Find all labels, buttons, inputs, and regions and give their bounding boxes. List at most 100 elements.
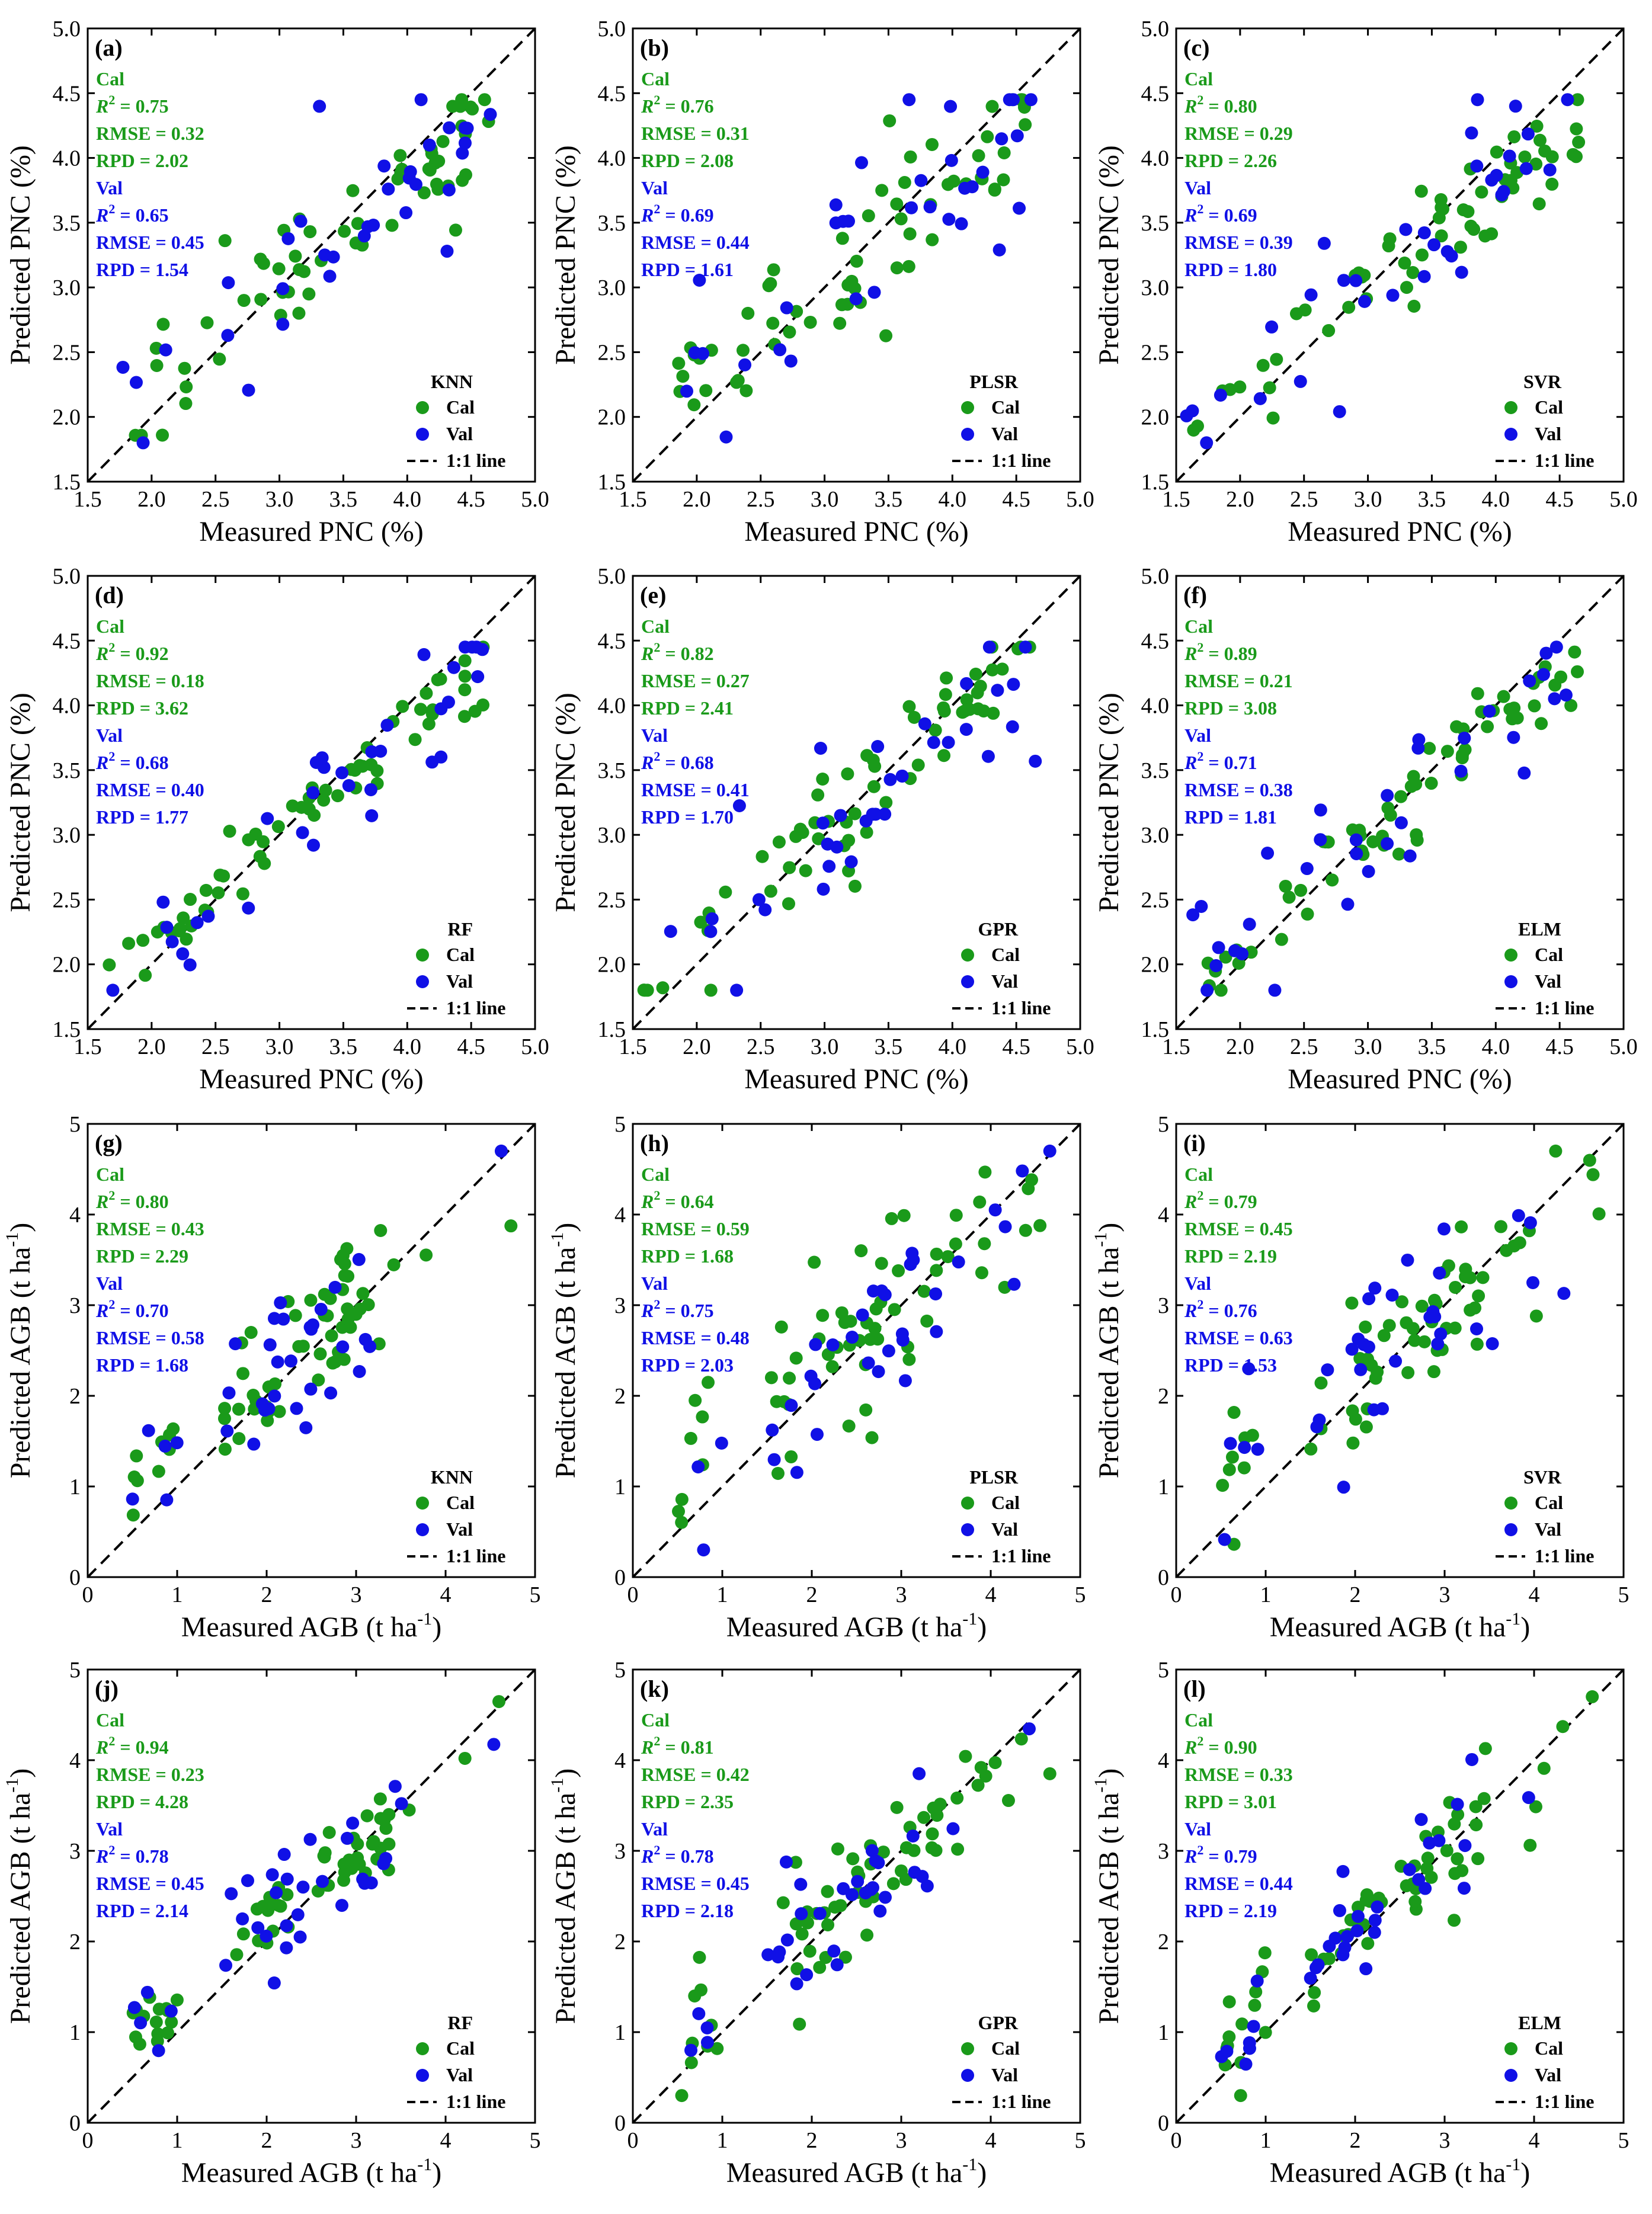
one-to-one-line — [632, 575, 1081, 1030]
x-tick-label: 4.5 — [1002, 1034, 1030, 1059]
cal-point — [1307, 1999, 1321, 2013]
cal-rmse: RMSE = 0.59 — [641, 1218, 750, 1239]
val-point — [867, 286, 881, 299]
val-point — [380, 719, 394, 732]
cal-point — [1523, 1838, 1537, 1852]
cal-point — [825, 1360, 839, 1373]
cal-point — [937, 704, 951, 718]
cal-point — [1440, 745, 1454, 758]
cal-point — [1022, 1182, 1035, 1196]
model-label: ELM — [1518, 918, 1561, 940]
val-point — [277, 1848, 291, 1861]
cal-point — [367, 1835, 380, 1848]
cal-point — [1545, 177, 1559, 191]
val-point — [730, 983, 744, 997]
y-tick-label: 5 — [69, 1658, 81, 1683]
x-tick-label: 5.0 — [1609, 1034, 1638, 1059]
legend-val-label: Val — [446, 2064, 473, 2085]
cal-point — [1537, 1761, 1551, 1775]
cal-point — [1535, 717, 1548, 730]
cal-point — [782, 897, 795, 911]
val-point — [834, 809, 847, 822]
cal-point — [974, 680, 987, 693]
cal-point — [997, 146, 1011, 160]
cal-point — [638, 983, 652, 997]
cal-point — [1256, 358, 1270, 372]
cal-point — [302, 802, 316, 816]
legend-line-label: 1:1 line — [1535, 2091, 1594, 2112]
val-point — [1350, 847, 1363, 860]
val-point — [274, 1296, 287, 1309]
cal-point — [165, 2016, 178, 2029]
cal-point — [319, 783, 332, 797]
legend-val-label: Val — [446, 1518, 473, 1540]
cal-point — [842, 1419, 856, 1433]
cal-point — [801, 1916, 814, 1930]
y-tick-label: 4.5 — [598, 81, 626, 106]
val-point — [810, 1428, 824, 1441]
y-tick-label: 3.5 — [1141, 758, 1170, 783]
cal-point — [835, 298, 849, 312]
val-point — [684, 2043, 698, 2057]
val-point — [1358, 294, 1371, 308]
cal-point — [1398, 256, 1411, 270]
legend-line-label: 1:1 line — [991, 2091, 1051, 2112]
cal-point — [1566, 148, 1580, 161]
val-point — [1523, 1216, 1537, 1229]
cal-point — [1361, 1352, 1375, 1366]
cal-point — [161, 2026, 174, 2040]
cal-point — [808, 1255, 821, 1269]
y-tick-label: 3.5 — [598, 211, 626, 236]
legend-val-marker — [416, 975, 429, 988]
cal-point — [1043, 1767, 1056, 1780]
cal-point — [1259, 2026, 1272, 2039]
val-point — [927, 736, 940, 749]
cal-point — [739, 384, 753, 398]
cal-point — [842, 834, 856, 847]
val-point — [1341, 898, 1355, 911]
legend-line-label: 1:1 line — [446, 450, 505, 471]
val-point — [296, 826, 309, 840]
val-point — [1010, 129, 1024, 143]
val-point — [1412, 1873, 1426, 1886]
cal-point — [322, 1825, 336, 1839]
legend: Cal Val 1:1 line — [1496, 396, 1594, 471]
cal-point — [1246, 1428, 1259, 1442]
val-point — [447, 661, 460, 674]
y-tick-label: 2.5 — [1141, 340, 1170, 365]
y-tick-label: 5 — [1158, 1658, 1169, 1683]
val-point — [1220, 2045, 1234, 2058]
cal-point — [268, 1377, 282, 1390]
cal-point — [1361, 1937, 1375, 1950]
val-point — [1243, 918, 1256, 931]
val-point — [276, 282, 290, 296]
val-rpd: RPD = 2.03 — [641, 1354, 734, 1376]
legend-cal-label: Cal — [446, 944, 475, 965]
cal-point — [860, 825, 873, 839]
val-point — [1426, 1305, 1440, 1319]
val-point — [220, 1424, 234, 1438]
cal-point — [272, 262, 286, 275]
x-tick-label: 4 — [440, 2128, 452, 2153]
cal-point — [180, 380, 193, 394]
x-tick-label: 4.0 — [1482, 487, 1510, 512]
legend-val-marker — [961, 1523, 974, 1536]
cal-point — [1572, 135, 1586, 149]
x-tick-label: 5 — [530, 1582, 541, 1607]
legend-cal-label: Cal — [446, 2037, 475, 2059]
y-tick-label: 3.5 — [53, 211, 81, 236]
cal-point — [1249, 1985, 1263, 1999]
val-point — [1483, 704, 1496, 718]
cal-point — [1592, 1207, 1606, 1220]
val-point — [260, 1930, 273, 1943]
cal-point — [656, 981, 670, 995]
val-point — [458, 121, 472, 134]
one-to-one-line — [1175, 27, 1625, 483]
cal-point — [845, 274, 859, 288]
val-point — [875, 1284, 889, 1298]
val-point — [1394, 816, 1408, 829]
cal-point — [774, 1320, 788, 1334]
val-point — [866, 1881, 879, 1895]
val-point — [277, 1312, 290, 1326]
